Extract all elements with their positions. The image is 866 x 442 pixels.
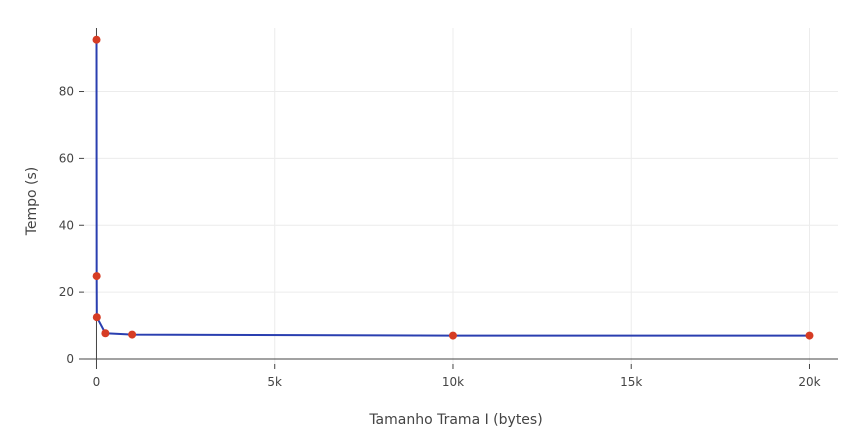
data-point [128, 330, 137, 339]
data-point [448, 331, 457, 340]
y-tick-label: 40 [59, 218, 74, 232]
x-axis-title: Tamanho Trama I (bytes) [368, 412, 542, 428]
data-point [92, 35, 101, 44]
data-point [92, 313, 101, 322]
x-tick-label: 20k [798, 375, 820, 389]
y-axis-ticks: 0 20 40 60 80 [59, 85, 84, 366]
y-tick-label: 20 [59, 285, 74, 299]
x-tick-label: 5k [267, 375, 282, 389]
x-axis-ticks: 0 5k 10k 15k 20k [93, 364, 821, 389]
y-axis-title: Tempo (s) [24, 167, 40, 237]
y-tick-label: 0 [66, 352, 74, 366]
grid-lines [84, 28, 838, 364]
x-tick-label: 10k [442, 375, 464, 389]
data-point [92, 272, 101, 281]
data-point [101, 329, 110, 338]
data-point [805, 331, 814, 340]
series-group [92, 35, 814, 340]
y-tick-label: 60 [59, 151, 74, 165]
x-tick-label: 15k [620, 375, 642, 389]
y-tick-label: 80 [59, 85, 74, 99]
axes [84, 28, 838, 364]
x-tick-label: 0 [93, 375, 101, 389]
